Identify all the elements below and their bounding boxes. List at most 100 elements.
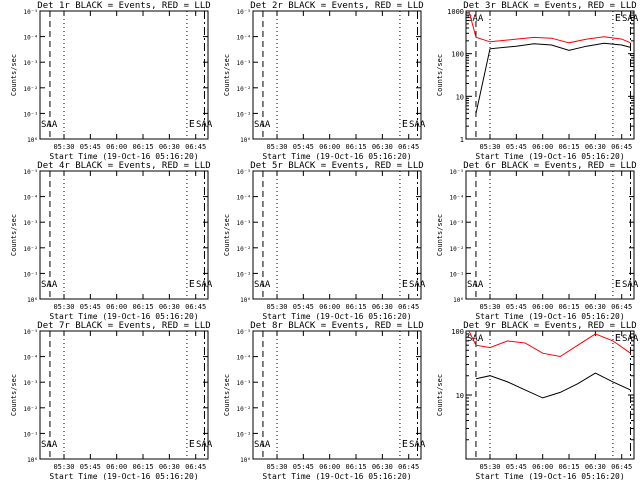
x-axis-label: Start Time (19-Oct-16 05:16:20) <box>262 312 411 321</box>
panel-title: Det 1r BLACK = Events, RED = LLD <box>37 1 210 11</box>
y-tick-label: 10⁻² <box>237 406 251 413</box>
y-tick-label: 10⁻³ <box>24 220 38 227</box>
marker-label: SAA <box>622 280 639 290</box>
marker-label: E <box>189 439 195 450</box>
marker-label: SAA <box>196 280 213 290</box>
x-tick-label: 05:45 <box>293 463 314 471</box>
y-tick-label: 100 <box>451 328 464 336</box>
marker-label: SAA <box>622 334 639 344</box>
x-tick-label: 06:45 <box>185 463 206 471</box>
y-tick-label: 10⁻² <box>24 86 38 93</box>
x-tick-label: 05:45 <box>506 143 527 151</box>
series-line-lld <box>468 330 631 358</box>
marker-label: SAA <box>196 440 213 450</box>
panel-title: Det 4r BLACK = Events, RED = LLD <box>37 161 210 171</box>
y-tick-label: 10 <box>456 392 464 400</box>
x-tick-label: 06:15 <box>345 463 366 471</box>
x-tick-label: 06:15 <box>558 143 579 151</box>
x-tick-label: 05:30 <box>266 303 287 311</box>
x-tick-label: 06:15 <box>558 303 579 311</box>
x-tick-label: 06:45 <box>398 303 419 311</box>
y-tick-label: 10⁻⁵ <box>24 169 38 176</box>
series-line-lld <box>468 10 631 44</box>
y-tick-label: 10⁻⁴ <box>237 35 251 42</box>
y-tick-label: 10⁻⁴ <box>24 35 38 42</box>
x-tick-label: 05:45 <box>80 463 101 471</box>
x-tick-label: 06:15 <box>132 303 153 311</box>
panel-title: Det 7r BLACK = Events, RED = LLD <box>37 321 210 331</box>
y-tick-label: 10⁶ <box>27 297 38 304</box>
x-tick-label: 06:15 <box>558 463 579 471</box>
y-tick-label: 10⁻¹ <box>24 111 38 118</box>
y-tick-label: 100 <box>451 51 464 59</box>
x-tick-label: 05:30 <box>479 303 500 311</box>
y-tick-label: 10⁻³ <box>237 60 251 67</box>
marker-label: E <box>402 279 408 290</box>
marker-label: E <box>615 333 621 344</box>
x-tick-label: 05:30 <box>266 463 287 471</box>
y-tick-label: 10⁶ <box>27 457 38 464</box>
x-axis-label: Start Time (19-Oct-16 05:16:20) <box>49 472 198 480</box>
y-tick-label: 10⁻¹ <box>237 111 251 118</box>
y-axis-label: Counts/sec <box>436 54 444 96</box>
x-tick-label: 06:00 <box>319 143 340 151</box>
y-tick-label: 10⁻⁴ <box>237 195 251 202</box>
y-tick-label: 10⁻⁵ <box>237 9 251 16</box>
plot-frame <box>465 170 635 300</box>
y-axis-label: Counts/sec <box>10 54 18 96</box>
x-tick-label: 06:00 <box>532 303 553 311</box>
marker-label: SAA <box>467 334 484 344</box>
x-tick-label: 06:00 <box>106 463 127 471</box>
marker-label: SAA <box>41 120 58 130</box>
panel-det-5: Det 5r BLACK = Events, RED = LLD Counts/s… <box>223 161 426 321</box>
x-tick-label: 06:30 <box>585 143 606 151</box>
y-tick-label: 10⁻⁴ <box>237 355 251 362</box>
y-tick-label: 10⁻¹ <box>237 431 251 438</box>
y-tick-label: 10⁶ <box>453 297 464 304</box>
x-tick-label: 06:00 <box>532 143 553 151</box>
y-tick-label: 10⁻³ <box>237 220 251 227</box>
x-tick-label: 05:45 <box>80 303 101 311</box>
x-tick-label: 05:30 <box>53 143 74 151</box>
x-tick-label: 06:45 <box>398 143 419 151</box>
y-tick-label: 10⁻³ <box>24 60 38 67</box>
x-tick-label: 06:45 <box>611 143 632 151</box>
x-axis-label: Start Time (19-Oct-16 05:16:20) <box>475 312 624 321</box>
panel-title: Det 6r BLACK = Events, RED = LLD <box>463 161 636 171</box>
x-axis-label: Start Time (19-Oct-16 05:16:20) <box>475 472 624 480</box>
panel-det-7: Det 7r BLACK = Events, RED = LLD Counts/s… <box>10 321 213 480</box>
x-tick-label: 06:30 <box>159 143 180 151</box>
panel-det-9: Det 9r BLACK = Events, RED = LLD Counts/s… <box>436 321 639 480</box>
y-axis-label: Counts/sec <box>436 214 444 256</box>
x-tick-label: 05:45 <box>293 143 314 151</box>
y-tick-label: 10⁻¹ <box>24 431 38 438</box>
plot-frame <box>252 170 422 300</box>
y-tick-label: 10⁻² <box>237 246 251 253</box>
marker-label: E <box>402 119 408 130</box>
x-tick-label: 06:00 <box>319 303 340 311</box>
marker-label: SAA <box>41 440 58 450</box>
panel-det-2: Det 2r BLACK = Events, RED = LLD Counts/s… <box>223 1 426 161</box>
x-tick-label: 05:45 <box>80 143 101 151</box>
y-tick-label: 10⁻³ <box>24 380 38 387</box>
y-tick-label: 10⁻⁵ <box>24 9 38 16</box>
x-tick-label: 06:00 <box>319 463 340 471</box>
plot-frame <box>252 10 422 140</box>
x-axis-label: Start Time (19-Oct-16 05:16:20) <box>262 472 411 480</box>
x-tick-label: 06:15 <box>132 143 153 151</box>
y-tick-label: 10⁶ <box>27 137 38 144</box>
marker-label: SAA <box>254 280 271 290</box>
x-tick-label: 05:30 <box>53 303 74 311</box>
y-tick-label: 10⁻⁵ <box>237 329 251 336</box>
y-axis-label: Counts/sec <box>10 374 18 416</box>
marker-label: E <box>402 439 408 450</box>
panel-det-1: Det 1r BLACK = Events, RED = LLD Counts/s… <box>10 1 213 161</box>
x-tick-label: 05:45 <box>293 303 314 311</box>
y-tick-label: 10⁻⁵ <box>237 169 251 176</box>
y-axis-label: Counts/sec <box>223 214 231 256</box>
plot-frame <box>39 170 209 300</box>
x-tick-label: 06:45 <box>611 303 632 311</box>
marker-label: SAA <box>467 280 484 290</box>
y-tick-label: 10⁻⁴ <box>450 195 464 202</box>
x-tick-label: 06:00 <box>532 463 553 471</box>
